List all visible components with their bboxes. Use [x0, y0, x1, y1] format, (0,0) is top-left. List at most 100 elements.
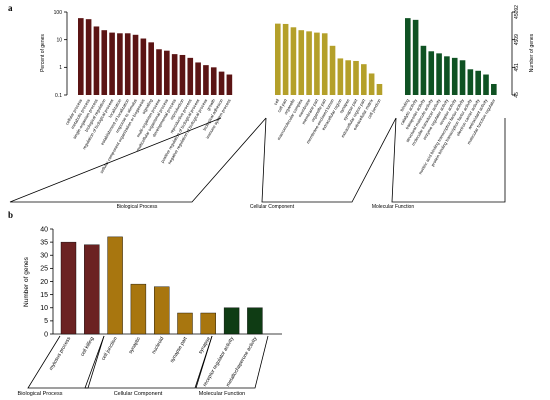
bar-a-0-17 [210, 67, 217, 95]
bar-a-0-14 [187, 57, 194, 95]
bar-a-0-15 [195, 62, 201, 95]
bar-a-1-11 [361, 64, 367, 95]
group-bracket-b [84, 335, 213, 389]
bar-a-2-9 [475, 70, 481, 95]
bar-a-0-7 [132, 34, 139, 95]
category-label-b: synapse [198, 336, 213, 355]
bar-b-0-1 [84, 244, 100, 335]
bar-a-2-4 [436, 53, 442, 95]
bar-b-1-0 [107, 236, 123, 335]
y-tick-label-b: 20 [40, 279, 48, 286]
bar-b-1-1 [130, 283, 147, 335]
category-label-b: synapse part [169, 335, 189, 363]
bar-a-2-6 [451, 57, 458, 95]
group-bracket-a [9, 117, 267, 203]
y-tick-label-b: 15 [40, 292, 48, 299]
bar-a-0-19 [226, 74, 233, 95]
group-bracket-a [261, 117, 397, 203]
category-label-b: nucleoid [151, 336, 166, 355]
y-axis-title: Percent of genes [40, 34, 46, 72]
group-bracket-b [27, 335, 105, 389]
bar-a-2-8 [467, 69, 474, 95]
y-tick-label: 1 [59, 65, 62, 71]
bar-a-1-6 [321, 33, 328, 95]
bar-a-2-7 [459, 60, 466, 95]
bar-a-1-1 [282, 23, 289, 95]
group-label-b: Biological Process [18, 391, 63, 397]
bar-a-0-18 [218, 71, 225, 95]
bar-b-2-0 [223, 307, 240, 335]
group-bracket-b [195, 335, 269, 389]
bar-b-1-4 [200, 312, 217, 335]
y-axis-title-b: Number of genes [23, 256, 30, 307]
bar-a-0-9 [148, 42, 154, 95]
bar-a-2-5 [444, 56, 450, 95]
bar-a-0-2 [93, 26, 100, 96]
bar-a-0-13 [179, 54, 186, 95]
bar-a-1-10 [353, 60, 359, 95]
bar-b-1-2 [153, 286, 170, 335]
y-tick-label: 0.1 [55, 93, 62, 99]
group-label-a: Cellular Component [250, 204, 295, 210]
bar-b-0-0 [60, 241, 77, 335]
bar-a-2-2 [420, 45, 427, 95]
y2-tick-label: 45 [514, 92, 520, 98]
group-label-b: Molecular Function [199, 391, 245, 397]
y-tick-label-b: 35 [40, 239, 48, 246]
bar-a-1-7 [329, 45, 336, 95]
y2-tick-label: 4509 [514, 34, 520, 45]
category-label-a: binding [399, 97, 410, 112]
panel-b-label: b [8, 210, 13, 220]
y2-tick-label: 45092 [514, 5, 520, 19]
group-label-a: Molecular Function [372, 204, 414, 210]
category-label-b: cell killing [80, 336, 96, 358]
bar-a-0-3 [101, 30, 108, 96]
y-tick-label-b: 40 [40, 226, 48, 233]
bar-a-1-0 [275, 23, 281, 95]
panel-a-label: a [8, 3, 13, 13]
y2-axis-title: Number of genes [529, 33, 535, 72]
bar-a-0-1 [85, 19, 92, 96]
bar-a-0-6 [124, 33, 131, 95]
bar-a-0-8 [140, 38, 147, 95]
bar-b-2-1 [247, 307, 263, 335]
y-tick-label-b: 30 [40, 253, 48, 260]
bar-a-0-0 [78, 18, 84, 95]
bar-a-2-1 [412, 19, 419, 96]
category-label-a: growth [205, 97, 216, 111]
category-label-a: cell [273, 98, 281, 106]
bar-a-1-2 [290, 27, 297, 95]
bar-a-1-5 [314, 32, 320, 95]
bar-a-1-12 [368, 73, 375, 95]
y-tick-label: 100 [54, 10, 63, 16]
y-tick-label-b: 0 [44, 331, 48, 338]
bar-a-2-3 [428, 51, 435, 95]
bar-a-0-5 [117, 33, 123, 95]
bar-a-1-8 [337, 58, 344, 95]
bar-a-0-16 [203, 65, 209, 95]
y-tick-label-b: 5 [44, 318, 48, 325]
y2-tick-label: 451 [514, 63, 520, 72]
bar-a-1-13 [376, 83, 383, 95]
bar-a-1-9 [345, 60, 351, 95]
bar-a-2-0 [405, 18, 411, 95]
bar-a-0-12 [171, 54, 178, 95]
y-tick-label-b: 10 [40, 305, 48, 312]
group-label-b: Cellular Component [114, 391, 163, 397]
bar-a-2-11 [491, 83, 497, 95]
y-tick-label: 10 [56, 37, 62, 43]
y-tick-label-b: 25 [40, 266, 48, 273]
bar-b-1-3 [177, 312, 193, 335]
bar-a-0-10 [156, 49, 162, 95]
group-bracket-a [391, 117, 506, 203]
bar-a-2-10 [483, 74, 489, 95]
category-label-b: synaptic [128, 336, 143, 355]
category-label-b: mytosus process [48, 336, 72, 372]
bar-a-0-4 [109, 32, 115, 95]
category-label-b: cell junction [101, 336, 119, 362]
bar-a-0-11 [164, 50, 170, 95]
group-label-a: Biological Process [117, 204, 158, 210]
bar-a-1-3 [298, 30, 305, 96]
bar-a-1-4 [306, 31, 312, 95]
